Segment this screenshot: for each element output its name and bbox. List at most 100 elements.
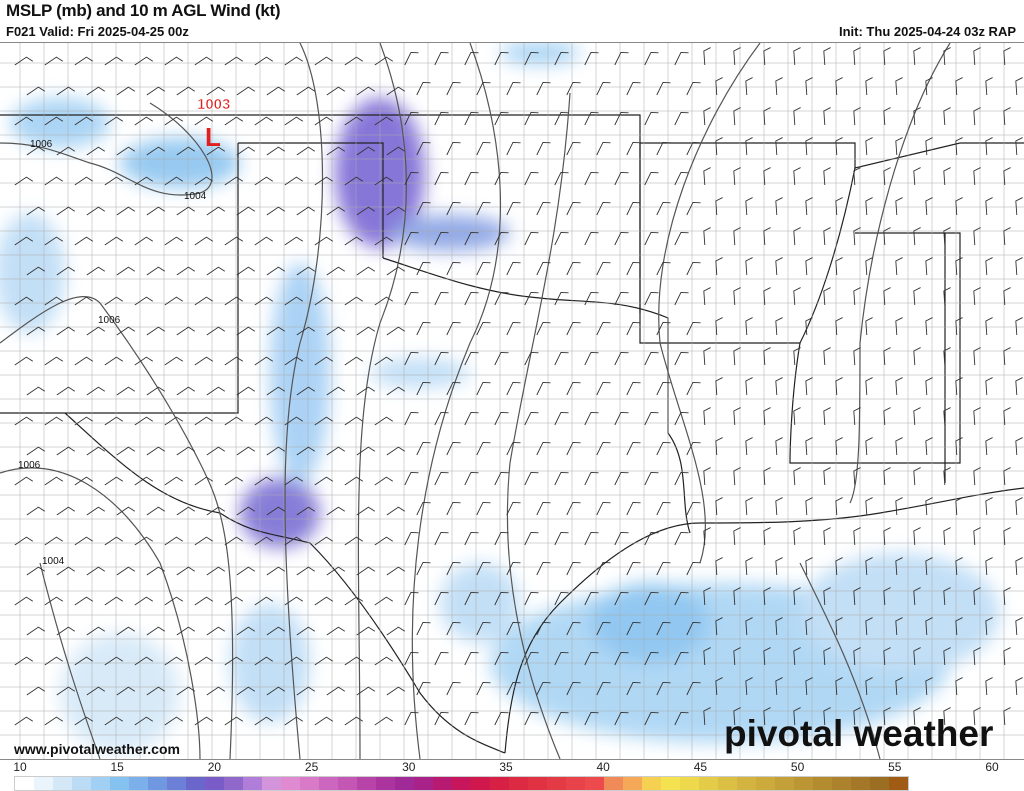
wind-barb xyxy=(476,501,491,516)
wind-barb xyxy=(506,201,521,216)
wind-barb xyxy=(733,467,741,486)
wind-barb xyxy=(554,231,569,246)
wind-barb xyxy=(104,356,124,366)
wind-barb xyxy=(745,257,753,276)
wind-barb xyxy=(434,51,449,66)
colorbar-cell xyxy=(129,777,148,790)
colorbar-tick: 40 xyxy=(596,760,610,774)
wind-barb xyxy=(626,321,641,336)
wind-barb xyxy=(296,506,316,516)
wind-barb xyxy=(853,707,861,726)
wind-barb xyxy=(895,497,903,516)
wind-barb xyxy=(614,51,629,66)
wind-barb xyxy=(356,86,376,96)
wind-barb xyxy=(146,146,166,156)
wind-barb xyxy=(236,446,256,456)
wind-barb xyxy=(506,261,521,276)
wind-barb xyxy=(134,296,154,306)
wind-barb xyxy=(296,386,316,396)
wind-barb xyxy=(146,386,166,396)
wind-barb xyxy=(536,621,551,636)
wind-barb xyxy=(416,501,431,516)
website-url[interactable]: www.pivotalweather.com xyxy=(14,741,180,757)
wind-barb xyxy=(925,677,933,696)
wind-barb xyxy=(494,351,509,366)
wind-barb xyxy=(326,386,346,396)
wind-barb xyxy=(566,501,581,516)
wind-barb xyxy=(494,51,509,66)
colorbar-tick: 15 xyxy=(110,760,124,774)
wind-barb xyxy=(404,111,419,126)
wind-barb xyxy=(1003,167,1011,186)
wind-barb xyxy=(176,86,196,96)
wind-barb xyxy=(404,711,419,726)
wind-barb xyxy=(194,596,214,606)
wind-barb xyxy=(44,296,64,306)
wind-barb xyxy=(464,711,479,726)
wind-barb xyxy=(356,206,376,216)
wind-barb xyxy=(674,351,689,366)
wind-barb xyxy=(284,476,304,486)
wind-barb xyxy=(775,317,783,336)
wind-barb xyxy=(14,536,34,546)
wind-barb xyxy=(865,377,873,396)
wind-barb xyxy=(164,536,184,546)
wind-barb xyxy=(14,416,34,426)
wind-barb xyxy=(386,266,406,276)
wind-barb xyxy=(584,651,599,666)
wind-barb xyxy=(733,227,741,246)
wind-barb xyxy=(434,591,449,606)
wind-barb xyxy=(416,441,431,456)
wind-barb xyxy=(194,536,214,546)
wind-barb xyxy=(164,116,184,126)
wind-speed-colorbar xyxy=(14,776,909,791)
wind-barb xyxy=(266,686,286,696)
wind-barb xyxy=(805,77,813,96)
wind-barb xyxy=(763,467,771,486)
colorbar-cell xyxy=(300,777,319,790)
wind-barb xyxy=(1015,137,1023,156)
wind-barb xyxy=(656,561,671,576)
wind-barb xyxy=(524,51,539,66)
wind-barb xyxy=(416,621,431,636)
wind-barb xyxy=(614,171,629,186)
wind-barb xyxy=(464,591,479,606)
wind-barb xyxy=(626,141,641,156)
wind-barb xyxy=(584,531,599,546)
wind-barb xyxy=(793,347,801,366)
wind-barb xyxy=(404,471,419,486)
wind-barb xyxy=(745,137,753,156)
wind-barb xyxy=(194,716,214,726)
wind-barb xyxy=(14,176,34,186)
wind-barb xyxy=(134,356,154,366)
wind-barb xyxy=(805,617,813,636)
wind-barb xyxy=(1015,77,1023,96)
wind-barb xyxy=(656,441,671,456)
colorbar-cell xyxy=(699,777,718,790)
colorbar-cell xyxy=(718,777,737,790)
wind-barbs xyxy=(14,47,1023,726)
wind-barb xyxy=(146,686,166,696)
wind-barb xyxy=(404,231,419,246)
wind-barb xyxy=(614,591,629,606)
wind-barb xyxy=(374,656,394,666)
wind-barb xyxy=(374,716,394,726)
wind-barb xyxy=(644,111,659,126)
wind-barb xyxy=(416,261,431,276)
wind-barb xyxy=(326,146,346,156)
colorbar-cell xyxy=(870,777,889,790)
wind-barb xyxy=(763,227,771,246)
wind-barb xyxy=(326,626,346,636)
wind-barb xyxy=(913,647,921,666)
wind-barb xyxy=(254,656,274,666)
wind-barb xyxy=(26,506,46,516)
wind-barb xyxy=(104,536,124,546)
colorbar-cell xyxy=(585,777,604,790)
wind-barb xyxy=(464,411,479,426)
wind-barb xyxy=(296,626,316,636)
wind-barb xyxy=(715,197,723,216)
wind-barb xyxy=(56,206,76,216)
wind-barb xyxy=(74,656,94,666)
wind-barb xyxy=(284,176,304,186)
wind-barb xyxy=(56,566,76,576)
